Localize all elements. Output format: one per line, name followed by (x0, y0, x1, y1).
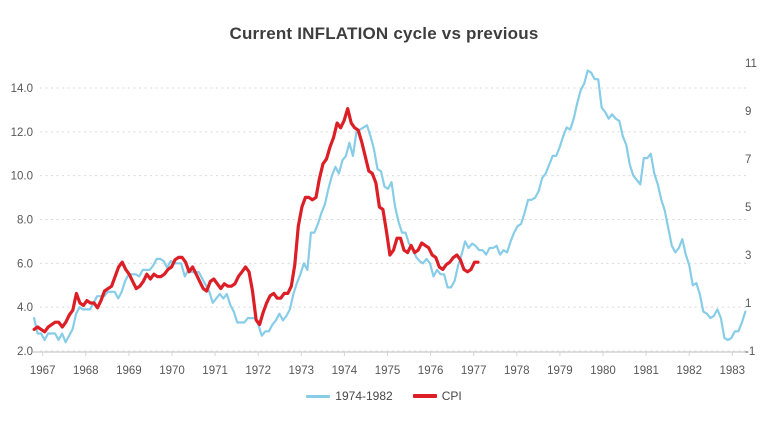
right-axis-label: 9 (745, 106, 751, 118)
left-axis-label: 10.0 (11, 171, 33, 183)
chart-legend: 1974-1982 CPI (0, 389, 768, 403)
left-axis-label: 6.0 (17, 258, 33, 270)
legend-label: 1974-1982 (335, 389, 393, 403)
legend-line-swatch-blue (306, 394, 331, 398)
right-axis-label: 3 (745, 250, 751, 262)
right-axis-label: 7 (745, 154, 751, 166)
x-axis-label: 1983 (720, 365, 746, 377)
left-axis-label: 14.0 (11, 83, 33, 95)
left-axis-label: 8.0 (17, 215, 33, 227)
right-axis-label: 1 (745, 298, 751, 310)
legend-line-swatch-red (412, 394, 437, 398)
series-line-1974-1982 (32, 69, 747, 344)
x-axis-label: 1981 (633, 365, 659, 377)
x-axis-label: 1970 (159, 365, 185, 377)
right-axis-label: 11 (745, 58, 757, 70)
x-axis-label: 1975 (375, 365, 401, 377)
x-axis-label: 1978 (504, 365, 530, 377)
left-axis-label: 4.0 (17, 302, 33, 314)
left-axis-label: 12.0 (11, 127, 33, 139)
x-axis-label: 1969 (116, 365, 142, 377)
legend-item-previous-cycle: 1974-1982 (306, 389, 393, 403)
series-line-cpi (32, 106, 480, 334)
x-axis-label: 1971 (202, 365, 228, 377)
x-axis-label: 1972 (245, 365, 271, 377)
left-axis-label: 2.0 (17, 346, 33, 358)
x-axis-label: 1980 (590, 365, 616, 377)
x-axis-label: 1982 (676, 365, 702, 377)
right-axis-label: -1 (745, 346, 755, 358)
x-axis-label: 1977 (461, 365, 487, 377)
x-axis-label: 1979 (547, 365, 573, 377)
x-axis-label: 1973 (289, 365, 315, 377)
x-axis-label: 1976 (418, 365, 444, 377)
chart-title: Current INFLATION cycle vs previous (229, 24, 539, 43)
x-axis-label: 1967 (30, 365, 56, 377)
right-axis-label: 5 (745, 202, 751, 214)
legend-label: CPI (441, 389, 462, 403)
x-axis-label: 1968 (73, 365, 99, 377)
x-axis-label: 1974 (332, 365, 358, 377)
legend-item-cpi: CPI (412, 389, 462, 403)
